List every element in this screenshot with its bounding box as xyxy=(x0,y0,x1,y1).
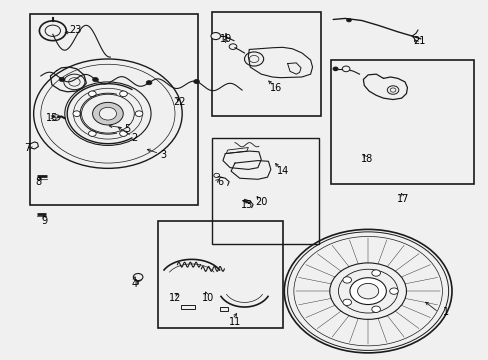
Text: 18: 18 xyxy=(360,154,372,164)
Circle shape xyxy=(135,111,142,117)
Circle shape xyxy=(99,107,116,120)
Bar xyxy=(211,138,318,243)
Circle shape xyxy=(73,111,81,117)
Text: 8: 8 xyxy=(35,177,41,187)
Bar xyxy=(30,14,197,205)
Text: 1: 1 xyxy=(442,307,448,317)
Circle shape xyxy=(88,91,96,96)
Text: 3: 3 xyxy=(160,150,166,160)
Text: 21: 21 xyxy=(412,36,425,46)
Circle shape xyxy=(342,277,351,283)
Circle shape xyxy=(146,81,152,85)
Text: 22: 22 xyxy=(173,98,185,107)
Text: 9: 9 xyxy=(41,216,47,226)
Text: 5: 5 xyxy=(124,124,130,134)
Text: 23: 23 xyxy=(69,25,82,35)
Text: 13: 13 xyxy=(240,200,252,210)
Text: 2: 2 xyxy=(131,133,137,143)
Bar xyxy=(211,13,321,117)
Bar xyxy=(219,307,228,311)
Circle shape xyxy=(342,299,351,306)
Circle shape xyxy=(332,67,337,71)
Circle shape xyxy=(193,80,199,84)
Circle shape xyxy=(349,278,386,305)
Circle shape xyxy=(92,77,98,82)
Text: 16: 16 xyxy=(269,83,281,93)
Text: 12: 12 xyxy=(168,293,181,303)
Text: 15: 15 xyxy=(45,113,58,123)
Bar xyxy=(158,221,282,328)
Text: 4: 4 xyxy=(131,279,137,289)
Circle shape xyxy=(59,77,65,82)
Circle shape xyxy=(346,18,351,22)
Circle shape xyxy=(120,91,127,96)
Text: 17: 17 xyxy=(396,194,408,204)
Circle shape xyxy=(40,21,66,41)
Circle shape xyxy=(371,306,380,312)
Circle shape xyxy=(357,283,378,299)
Text: 20: 20 xyxy=(255,197,267,207)
Text: 11: 11 xyxy=(228,317,241,327)
Circle shape xyxy=(92,102,123,125)
Circle shape xyxy=(133,274,142,280)
Circle shape xyxy=(120,131,127,136)
Circle shape xyxy=(342,66,349,72)
Text: 14: 14 xyxy=(276,166,288,176)
Circle shape xyxy=(45,25,61,36)
Circle shape xyxy=(210,32,220,40)
Bar xyxy=(181,305,194,309)
Bar xyxy=(330,60,472,184)
Text: 10: 10 xyxy=(202,293,214,303)
Circle shape xyxy=(371,270,380,276)
Text: 6: 6 xyxy=(217,177,223,187)
Text: 7: 7 xyxy=(24,143,30,153)
Circle shape xyxy=(88,131,96,136)
Circle shape xyxy=(389,288,398,294)
Text: 19: 19 xyxy=(220,34,232,44)
